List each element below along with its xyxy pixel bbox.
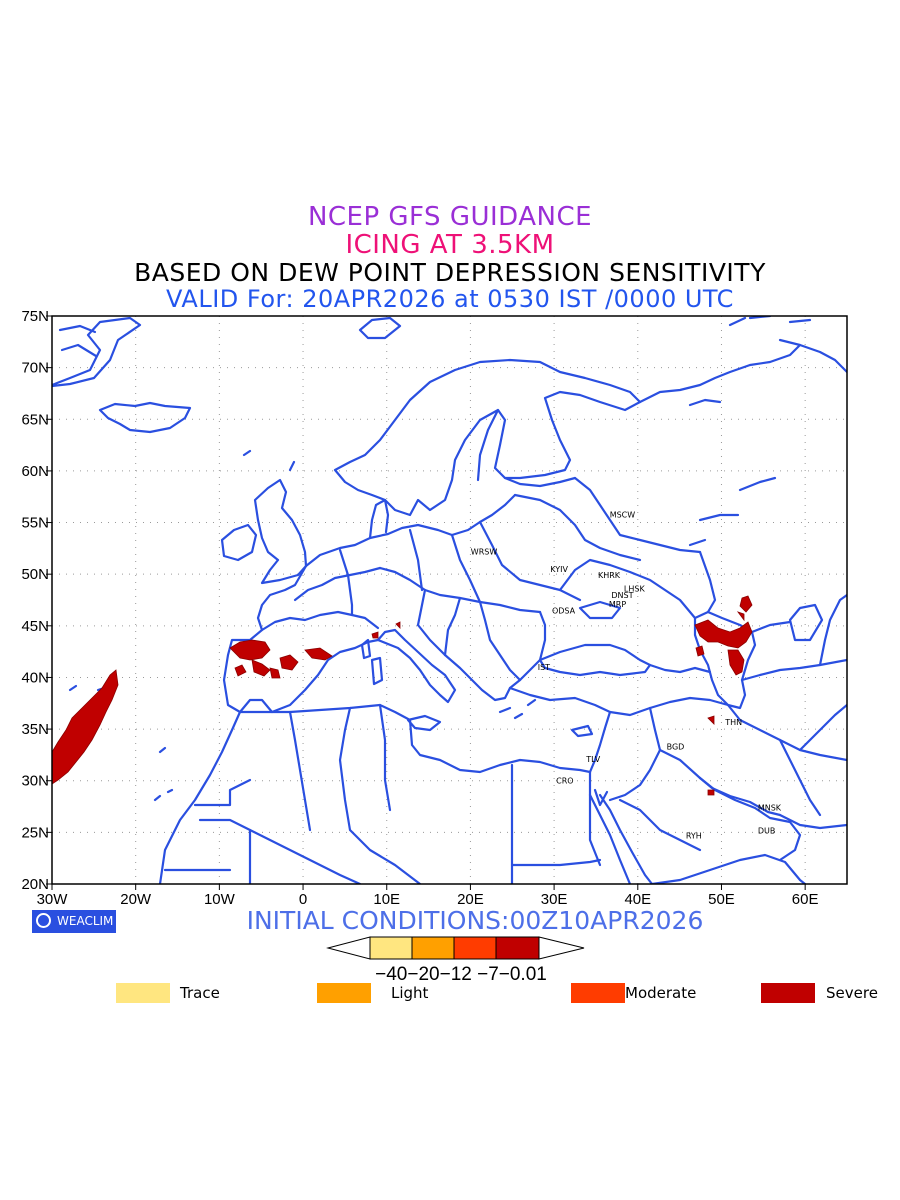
city-label: KYIV bbox=[550, 565, 568, 574]
city-label: DUB bbox=[758, 826, 776, 835]
lon-tick-label: 60E bbox=[792, 891, 819, 908]
legend-severe-swatch bbox=[761, 983, 815, 1003]
title-line-1: NCEP GFS GUIDANCE bbox=[307, 202, 593, 232]
severe-icing-areas bbox=[52, 595, 753, 796]
colorbar-light bbox=[411, 936, 455, 960]
lat-tick-label: 25N bbox=[21, 824, 49, 841]
lon-tick-label: 20W bbox=[120, 891, 152, 908]
lat-tick-label: 30N bbox=[21, 773, 49, 790]
legend-light-label: Light bbox=[391, 984, 429, 1002]
legend-trace-label: Trace bbox=[180, 984, 220, 1002]
map-frame bbox=[51, 315, 848, 885]
city-label: IST bbox=[538, 663, 550, 672]
lon-tick-label: 40E bbox=[624, 891, 651, 908]
city-label: THN bbox=[724, 718, 742, 727]
colorbar: −40−20−12 −7−0.01 bbox=[326, 936, 585, 985]
weaclim-badge: WEACLIM bbox=[32, 910, 116, 933]
lat-tick-label: 50N bbox=[21, 566, 49, 583]
lon-tick-label: 20E bbox=[457, 891, 484, 908]
lat-tick-label: 40N bbox=[21, 669, 49, 686]
latitude-tick-labels: 75N 70N 65N 60N 55N 50N 45N 40N 35N 30N 25N 20N bbox=[21, 308, 49, 893]
map-grid bbox=[52, 316, 847, 884]
longitude-tick-labels: 30W 20W 10W 0 10E 20E 30E 40E 50E 60E bbox=[37, 891, 819, 908]
colorbar-moderate bbox=[453, 936, 497, 960]
city-label: MRP bbox=[609, 600, 626, 609]
legend-moderate-label: Moderate bbox=[625, 984, 697, 1002]
legend-trace-swatch bbox=[116, 983, 170, 1003]
colorbar-labels: −40−20−12 −7−0.01 bbox=[375, 964, 547, 985]
colorbar-severe bbox=[495, 936, 540, 960]
lon-tick-label: 30E bbox=[541, 891, 568, 908]
city-label: TLV bbox=[585, 755, 600, 764]
legend-light-swatch bbox=[317, 983, 371, 1003]
weaclim-logo-icon bbox=[36, 913, 51, 928]
city-label: MNSK bbox=[758, 804, 782, 813]
title-line-3: BASED ON DEW POINT DEPRESSION SENSITIVIT… bbox=[134, 258, 766, 287]
city-label: LHSK bbox=[624, 585, 646, 594]
city-label: KHRK bbox=[598, 571, 621, 580]
colorbar-right-arrow bbox=[538, 936, 585, 960]
city-label: RYH bbox=[686, 831, 702, 840]
coastlines-and-borders bbox=[52, 316, 847, 884]
city-label: DNST bbox=[611, 591, 633, 600]
lat-tick-label: 55N bbox=[21, 515, 49, 532]
legend-severe-label: Severe bbox=[826, 984, 878, 1002]
lon-tick-label: 10W bbox=[204, 891, 236, 908]
initial-conditions: INITIAL CONDITIONS:00Z10APR2026 bbox=[246, 906, 704, 935]
lon-tick-label: 10E bbox=[373, 891, 400, 908]
lat-tick-label: 65N bbox=[21, 411, 49, 428]
lon-tick-label: 0 bbox=[299, 891, 307, 908]
colorbar-trace bbox=[369, 936, 413, 960]
axis-ticks bbox=[46, 315, 806, 890]
legend-moderate-swatch bbox=[571, 983, 625, 1003]
lat-tick-label: 75N bbox=[21, 308, 49, 325]
city-label: MSCW bbox=[610, 510, 636, 519]
lat-tick-label: 35N bbox=[21, 721, 49, 738]
city-label: CRO bbox=[556, 777, 573, 786]
lon-tick-label: 50E bbox=[708, 891, 735, 908]
city-label: ODSA bbox=[552, 606, 576, 615]
lat-tick-label: 70N bbox=[21, 360, 49, 377]
city-label: BGD bbox=[667, 743, 685, 752]
lat-tick-label: 20N bbox=[21, 876, 49, 893]
title-line-2: ICING AT 3.5KM bbox=[345, 230, 555, 260]
lon-tick-label: 30W bbox=[37, 891, 69, 908]
colorbar-left-arrow bbox=[326, 936, 371, 960]
city-label: WRSW bbox=[471, 547, 498, 556]
weaclim-text: WEACLIM bbox=[57, 914, 114, 928]
lat-tick-label: 45N bbox=[21, 618, 49, 635]
lat-tick-label: 60N bbox=[21, 463, 49, 480]
valid-time: VALID For: 20APR2026 at 0530 IST /0000 U… bbox=[166, 285, 734, 313]
